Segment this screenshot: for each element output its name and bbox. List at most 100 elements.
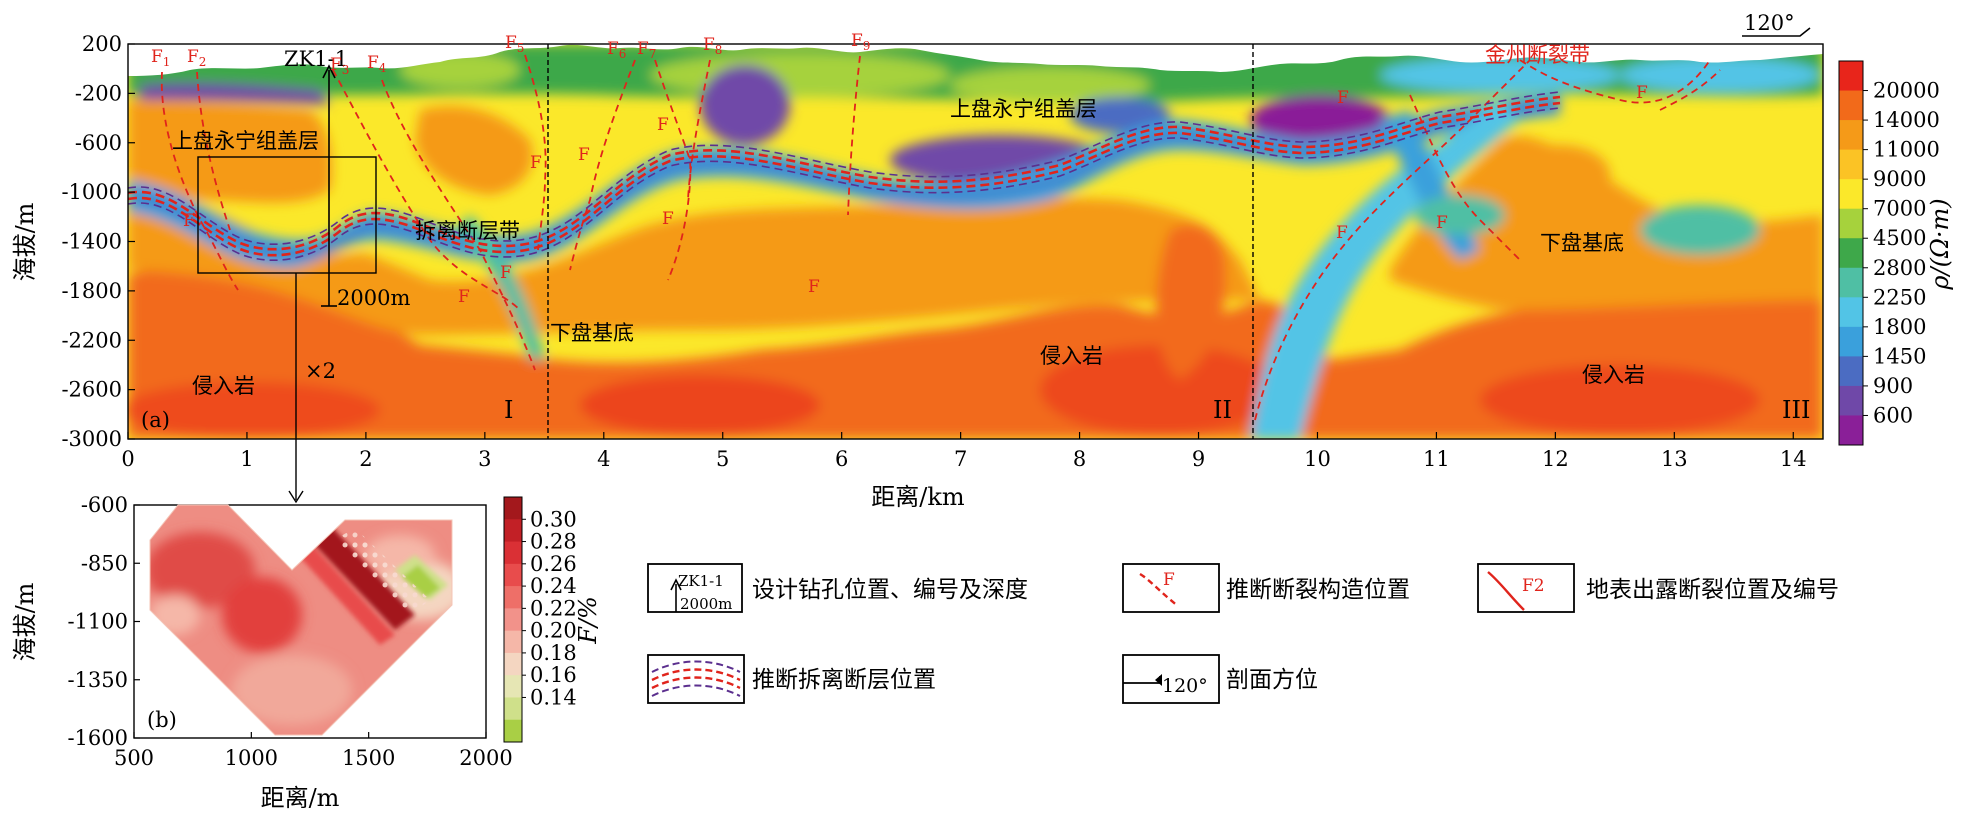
x-tick-label: 1500 xyxy=(342,746,395,770)
y-tick-label: -2200 xyxy=(61,328,122,352)
colorbar-a-swatch xyxy=(1839,385,1863,416)
colorbar-a-tick-label: 9000 xyxy=(1873,167,1926,191)
colorbar-a-label: ρ/(Ω·m) xyxy=(1926,198,1954,290)
y-tick-label: -200 xyxy=(75,81,122,105)
porosity-panel: (b) 500 1000 1500 2000 -600 -850 -1100 -1350 -1… xyxy=(11,493,602,812)
colorbar-b-tick-label: 0.22 xyxy=(530,596,577,620)
svg-text:地表出露断裂位置及编号: 地表出露断裂位置及编号 xyxy=(1586,577,1839,603)
panel-b-y-axis-label: 海拔/m xyxy=(11,582,39,661)
colorbar-a-swatch xyxy=(1839,356,1863,387)
colorbar-a-swatch xyxy=(1839,208,1863,239)
x-tick-label: 8 xyxy=(1073,447,1086,471)
porosity-colorbar: 0.300.280.260.240.220.200.180.160.14 xyxy=(503,496,577,743)
colorbar-a-tick-label: 2800 xyxy=(1873,256,1926,280)
colorbar-b-tick-label: 0.16 xyxy=(530,663,577,687)
fault-label-f5: F5 xyxy=(505,33,524,55)
svg-text:F: F xyxy=(500,263,512,283)
detachment-fault xyxy=(128,91,1561,262)
panel-a-x-ticks: 0 1 2 3 4 5 6 7 8 9 10 11 12 13 14 xyxy=(121,432,1807,471)
y-tick-label: -850 xyxy=(81,551,128,575)
borehole-name: ZK1-1 xyxy=(284,47,348,71)
svg-text:剖面方位: 剖面方位 xyxy=(1226,667,1318,693)
x-tick-label: 6 xyxy=(835,447,848,471)
svg-text:120°: 120° xyxy=(1162,675,1208,697)
svg-text:F: F xyxy=(530,153,542,173)
y-tick-label: -600 xyxy=(75,131,122,155)
svg-text:推断断裂构造位置: 推断断裂构造位置 xyxy=(1226,577,1410,603)
colorbar-b-tick-label: 0.24 xyxy=(530,574,577,598)
colorbar-b-swatch xyxy=(504,519,522,543)
svg-text:F: F xyxy=(1436,213,1448,233)
label-basement-left: 下盘基底 xyxy=(550,321,634,345)
inferred-fault-lines xyxy=(160,54,1721,421)
borehole-symbol xyxy=(321,64,337,307)
colorbar-b-swatch xyxy=(504,541,522,565)
svg-text:F: F xyxy=(1636,83,1648,103)
colorbar-b-swatch xyxy=(504,563,522,587)
svg-text:ZK1-1: ZK1-1 xyxy=(678,572,724,590)
section-number-1: I xyxy=(504,396,513,424)
y-tick-label: -1100 xyxy=(67,610,128,634)
section-number-3: III xyxy=(1782,396,1810,424)
colorbar-a-tick-label: 900 xyxy=(1873,374,1913,398)
legend-item-detachment: 推断拆离断层位置 xyxy=(647,654,936,704)
svg-text:2000m: 2000m xyxy=(680,595,732,613)
colorbar-b-swatch xyxy=(504,608,522,632)
svg-text:F: F xyxy=(1336,223,1348,243)
svg-text:推断拆离断层位置: 推断拆离断层位置 xyxy=(752,667,936,693)
colorbar-b-tick-label: 0.30 xyxy=(530,507,577,531)
y-tick-label: -1400 xyxy=(61,230,122,254)
x-tick-label: 2 xyxy=(359,447,372,471)
colorbar-a-tick-label: 1450 xyxy=(1873,344,1926,368)
legend-item-inferred-fault: F 推断断裂构造位置 xyxy=(1122,563,1410,613)
azimuth-label: 120° xyxy=(1744,11,1795,35)
label-cover-right: 上盘永宁组盖层 xyxy=(950,97,1097,121)
panel-a-y-ticks: 200 -200 -600 -1000 -1400 -1800 -2200 -2600 -300… xyxy=(61,32,135,451)
colorbar-a-tick-label: 14000 xyxy=(1873,108,1940,132)
section-number-2: II xyxy=(1213,396,1232,424)
colorbar-a-swatch xyxy=(1839,297,1863,328)
colorbar-a-swatch xyxy=(1839,61,1863,92)
x-tick-label: 7 xyxy=(954,447,967,471)
y-tick-label: -1600 xyxy=(67,726,128,750)
legend-item-borehole: ZK1-1 2000m 设计钻孔位置、编号及深度 xyxy=(647,563,1028,613)
legend-item-surface-fault: F2 地表出露断裂位置及编号 xyxy=(1477,563,1839,613)
label-basement-right: 下盘基底 xyxy=(1540,231,1624,255)
borehole-depth: 2000m xyxy=(337,286,410,310)
colorbar-b-tick-label: 0.28 xyxy=(530,530,577,554)
colorbar-b-swatch xyxy=(504,652,522,676)
fault-label-f6: F6 xyxy=(607,39,626,61)
colorbar-b-swatch xyxy=(504,719,522,743)
fault-label-f7: F7 xyxy=(637,39,656,61)
colorbar-b-swatch xyxy=(504,675,522,698)
fault-label-f8: F8 xyxy=(703,35,722,57)
azimuth-arrow xyxy=(1742,27,1811,37)
x-tick-label: 9 xyxy=(1192,447,1205,471)
colorbar-b-label: F/% xyxy=(574,596,602,645)
resistivity-section: ZK1-1 2000m ×2 F1 F2 F3 F4 F5 F6 F7 F8 F… xyxy=(11,11,1954,511)
colorbar-a-tick-label: 20000 xyxy=(1873,79,1940,103)
colorbar-a-swatch xyxy=(1839,179,1863,210)
x-tick-label: 3 xyxy=(478,447,491,471)
svg-text:F: F xyxy=(183,211,195,231)
colorbar-a-tick-label: 11000 xyxy=(1873,138,1940,162)
y-tick-label: -1000 xyxy=(61,180,122,204)
x-tick-label: 4 xyxy=(597,447,610,471)
x-tick-label: 10 xyxy=(1304,447,1331,471)
panel-a-y-axis-label: 海拔/m xyxy=(11,202,39,281)
colorbar-a-tick-label: 1800 xyxy=(1873,315,1926,339)
colorbar-b-swatch xyxy=(504,697,522,721)
colorbar-a-swatch xyxy=(1839,238,1863,269)
svg-text:设计钻孔位置、编号及深度: 设计钻孔位置、编号及深度 xyxy=(752,577,1028,603)
panel-b-y-ticks: -600 -850 -1100 -1350 -1600 xyxy=(67,493,140,750)
panel-b-label: (b) xyxy=(147,708,177,732)
colorbar-a-swatch xyxy=(1839,326,1863,357)
colorbar-a-tick-label: 600 xyxy=(1873,403,1913,427)
colorbar-a-swatch xyxy=(1839,149,1863,180)
x-tick-label: 1000 xyxy=(225,746,278,770)
svg-text:F2: F2 xyxy=(1522,576,1545,596)
panel-a-x-axis-label: 距离/km xyxy=(871,483,965,511)
colorbar-b-swatch xyxy=(504,497,522,520)
colorbar-a-swatch xyxy=(1839,267,1863,298)
label-intrusion-1: 侵入岩 xyxy=(192,374,255,398)
